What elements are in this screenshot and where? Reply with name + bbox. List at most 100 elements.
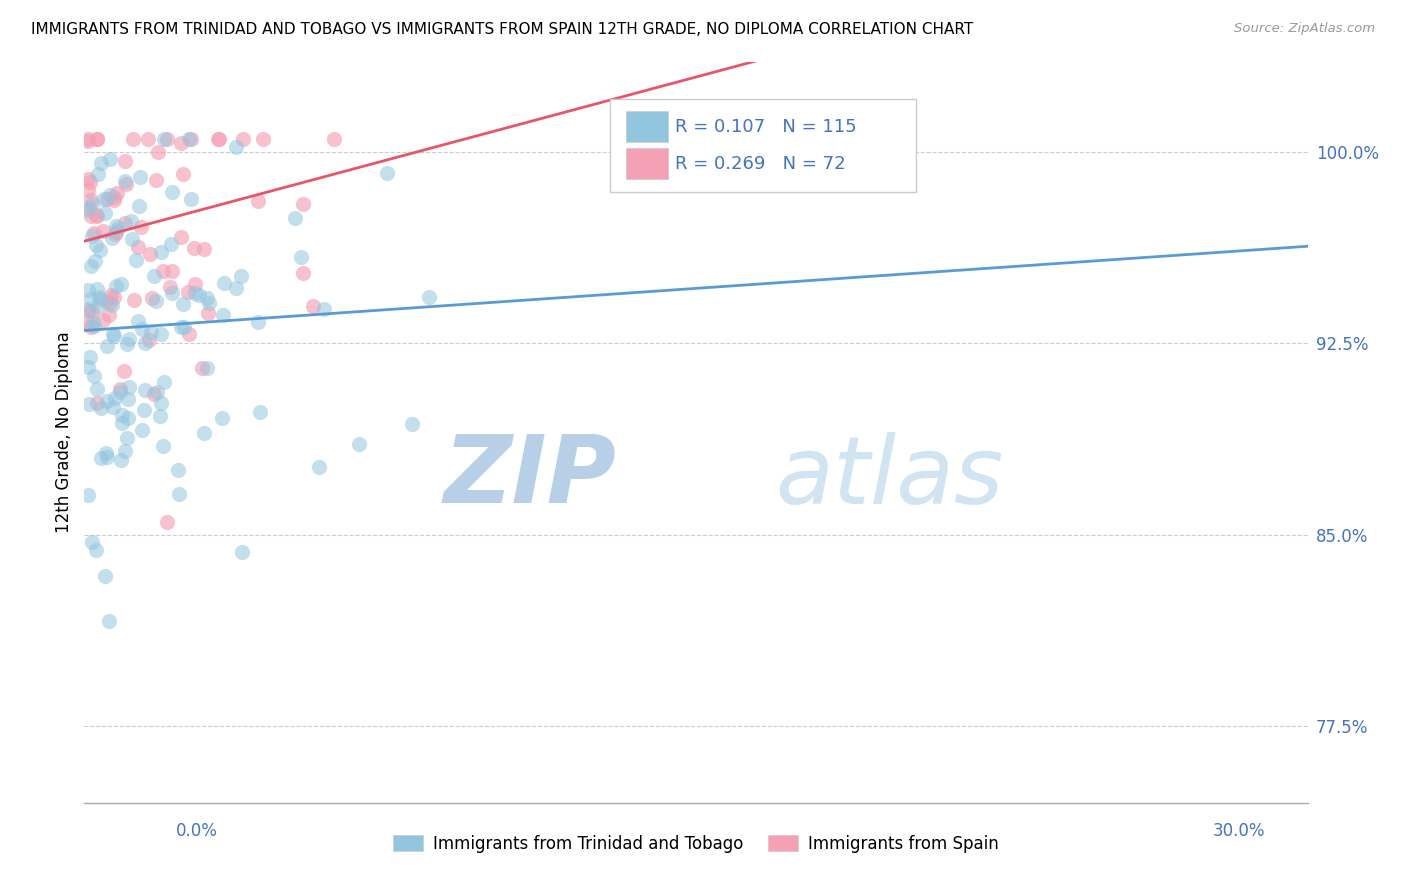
- Y-axis label: 12th Grade, No Diploma: 12th Grade, No Diploma: [55, 332, 73, 533]
- Point: [232, 132, 254, 146]
- Point: [153, 132, 176, 146]
- Point: [121, 232, 143, 246]
- Point: [108, 385, 131, 400]
- Point: [107, 220, 129, 235]
- Point: [98, 188, 121, 202]
- Point: [193, 425, 215, 440]
- Point: [86, 282, 108, 296]
- Point: [80, 228, 103, 243]
- Point: [225, 140, 247, 154]
- Point: [172, 167, 194, 181]
- Point: [323, 132, 346, 146]
- Point: [170, 136, 193, 151]
- Point: [77, 396, 100, 410]
- Point: [80, 534, 103, 549]
- Point: [284, 211, 307, 226]
- Point: [156, 132, 179, 146]
- Text: 0.0%: 0.0%: [176, 822, 218, 840]
- Point: [82, 315, 104, 329]
- Point: [138, 334, 160, 348]
- Point: [93, 313, 115, 327]
- Point: [172, 297, 194, 311]
- Point: [141, 325, 163, 339]
- Point: [77, 303, 100, 318]
- Point: [98, 296, 121, 310]
- Point: [90, 401, 112, 415]
- Point: [94, 446, 117, 460]
- Point: [77, 132, 100, 146]
- Point: [96, 450, 118, 465]
- Text: 30.0%: 30.0%: [1213, 822, 1265, 840]
- Point: [229, 269, 252, 284]
- Point: [94, 294, 117, 309]
- Point: [94, 568, 117, 582]
- Point: [80, 292, 103, 306]
- Point: [291, 196, 314, 211]
- Point: [80, 304, 103, 318]
- Point: [110, 452, 132, 467]
- Point: [86, 382, 108, 396]
- Point: [141, 291, 163, 305]
- Point: [115, 178, 138, 192]
- Point: [120, 214, 142, 228]
- Point: [167, 487, 190, 501]
- Point: [101, 298, 124, 312]
- Point: [127, 314, 149, 328]
- Point: [97, 614, 120, 628]
- Point: [84, 542, 107, 557]
- Point: [160, 185, 183, 199]
- Point: [84, 254, 107, 268]
- Point: [82, 196, 104, 211]
- Point: [117, 392, 139, 407]
- Point: [77, 359, 100, 374]
- Text: R = 0.107   N = 115: R = 0.107 N = 115: [675, 118, 856, 136]
- Point: [80, 259, 103, 273]
- Point: [308, 459, 330, 474]
- Text: R = 0.269   N = 72: R = 0.269 N = 72: [675, 155, 846, 173]
- Point: [347, 437, 370, 451]
- Point: [110, 382, 132, 396]
- Point: [145, 294, 167, 309]
- Point: [97, 308, 120, 322]
- Point: [77, 302, 100, 317]
- Point: [87, 290, 110, 304]
- Point: [114, 444, 136, 458]
- Point: [100, 231, 122, 245]
- Point: [118, 380, 141, 394]
- Point: [100, 152, 122, 166]
- Point: [128, 199, 150, 213]
- Point: [83, 368, 105, 383]
- Point: [131, 423, 153, 437]
- Point: [183, 277, 205, 291]
- Point: [121, 132, 143, 146]
- Point: [159, 280, 181, 294]
- Point: [134, 383, 156, 397]
- Point: [302, 299, 325, 313]
- Text: ZIP: ZIP: [443, 431, 616, 523]
- Point: [96, 394, 118, 409]
- Point: [132, 402, 155, 417]
- Point: [118, 332, 141, 346]
- Point: [77, 488, 100, 502]
- Point: [80, 209, 103, 223]
- Point: [159, 236, 181, 251]
- Point: [77, 202, 100, 217]
- Point: [198, 296, 221, 310]
- Point: [104, 279, 127, 293]
- Legend: Immigrants from Trinidad and Tobago, Immigrants from Spain: Immigrants from Trinidad and Tobago, Imm…: [387, 829, 1005, 860]
- Point: [79, 320, 101, 334]
- Point: [246, 194, 269, 208]
- Point: [117, 411, 139, 425]
- Point: [401, 417, 423, 431]
- Point: [142, 387, 165, 401]
- Point: [83, 318, 105, 333]
- Point: [89, 244, 111, 258]
- Point: [195, 291, 218, 305]
- Point: [211, 308, 233, 322]
- Point: [143, 268, 166, 283]
- Point: [115, 431, 138, 445]
- Point: [101, 400, 124, 414]
- Point: [145, 173, 167, 187]
- Point: [103, 290, 125, 304]
- Point: [83, 226, 105, 240]
